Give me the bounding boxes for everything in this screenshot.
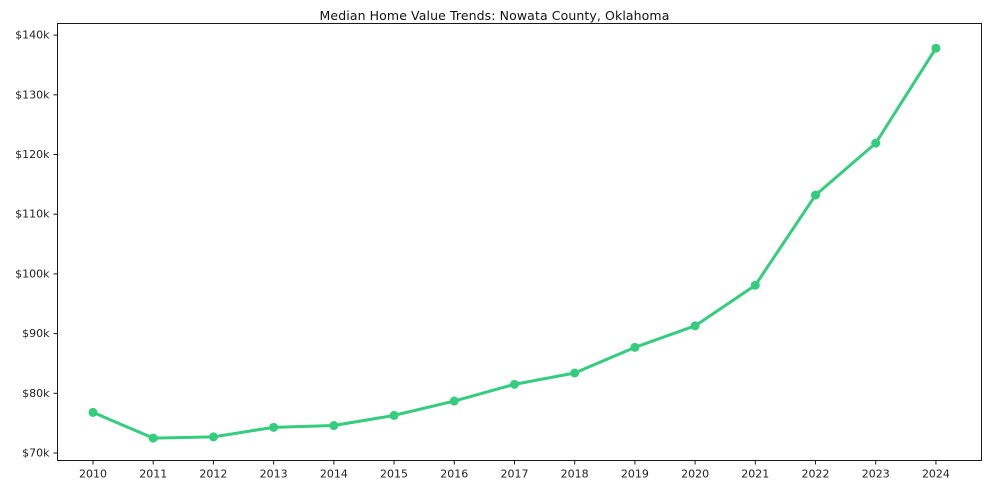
data-points [88,43,941,443]
x-tick-label: 2012 [199,468,227,481]
data-point-marker [449,396,459,406]
x-tick-label: 2014 [320,468,348,481]
data-point-marker [148,433,158,443]
data-point-marker [811,190,821,200]
x-tick-label: 2016 [440,468,468,481]
data-point-marker [208,432,218,442]
data-point-marker [389,410,399,420]
x-axis: 2010 2011 2012 2013 2014 2015 2016 2017 2018 2019… [79,460,950,481]
data-point-marker [88,407,98,417]
y-tick-label: $110k [15,208,50,221]
x-tick-label: 2010 [79,468,107,481]
x-tick-label: 2018 [561,468,589,481]
y-tick-label: $100k [15,267,50,280]
y-tick-label: $90k [22,327,50,340]
plot-border [57,23,982,461]
x-tick-label: 2023 [862,468,890,481]
y-tick-label: $120k [15,148,50,161]
y-axis: $70k $80k $90k $100k $110k $120k $130k $140k [15,29,58,460]
x-tick-label: 2021 [741,468,769,481]
median-home-value-line [91,46,938,440]
data-point-marker [269,422,279,432]
chart-title: Median Home Value Trends: Nowata County,… [319,8,670,23]
data-point-marker [931,43,941,53]
y-tick-label: $140k [15,29,50,42]
data-point-marker [871,138,881,148]
x-tick-label: 2015 [380,468,408,481]
data-point-marker [509,379,519,389]
data-line [91,46,938,440]
x-tick-label: 2011 [139,468,167,481]
x-tick-label: 2013 [260,468,288,481]
y-tick-label: $80k [22,387,50,400]
x-tick-label: 2024 [922,468,950,481]
data-point-marker [570,368,580,378]
y-tick-label: $70k [22,447,50,460]
data-point-marker [329,421,339,431]
y-tick-label: $130k [15,88,50,101]
data-point-marker [630,342,640,352]
x-tick-label: 2019 [621,468,649,481]
x-tick-label: 2020 [681,468,709,481]
data-point-marker [690,321,700,331]
data-point-marker [750,280,760,290]
x-tick-label: 2017 [500,468,528,481]
x-tick-label: 2022 [802,468,830,481]
